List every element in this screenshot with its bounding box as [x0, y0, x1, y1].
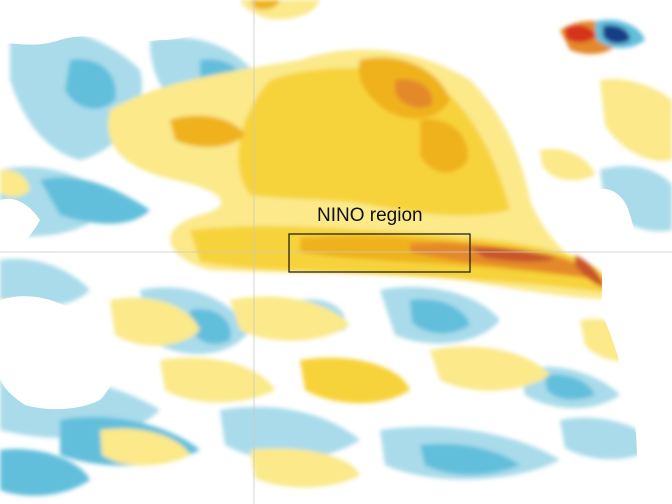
indonesia-landmass — [0, 198, 40, 249]
alaska-landmass — [320, 0, 560, 19]
asia-landmass — [0, 0, 240, 45]
nino-region-label: NINO region — [317, 205, 423, 226]
nino-region-box — [288, 233, 471, 273]
australia-landmass — [0, 296, 115, 410]
north-america-corner — [630, 0, 672, 30]
south-america-landmass — [595, 188, 672, 504]
